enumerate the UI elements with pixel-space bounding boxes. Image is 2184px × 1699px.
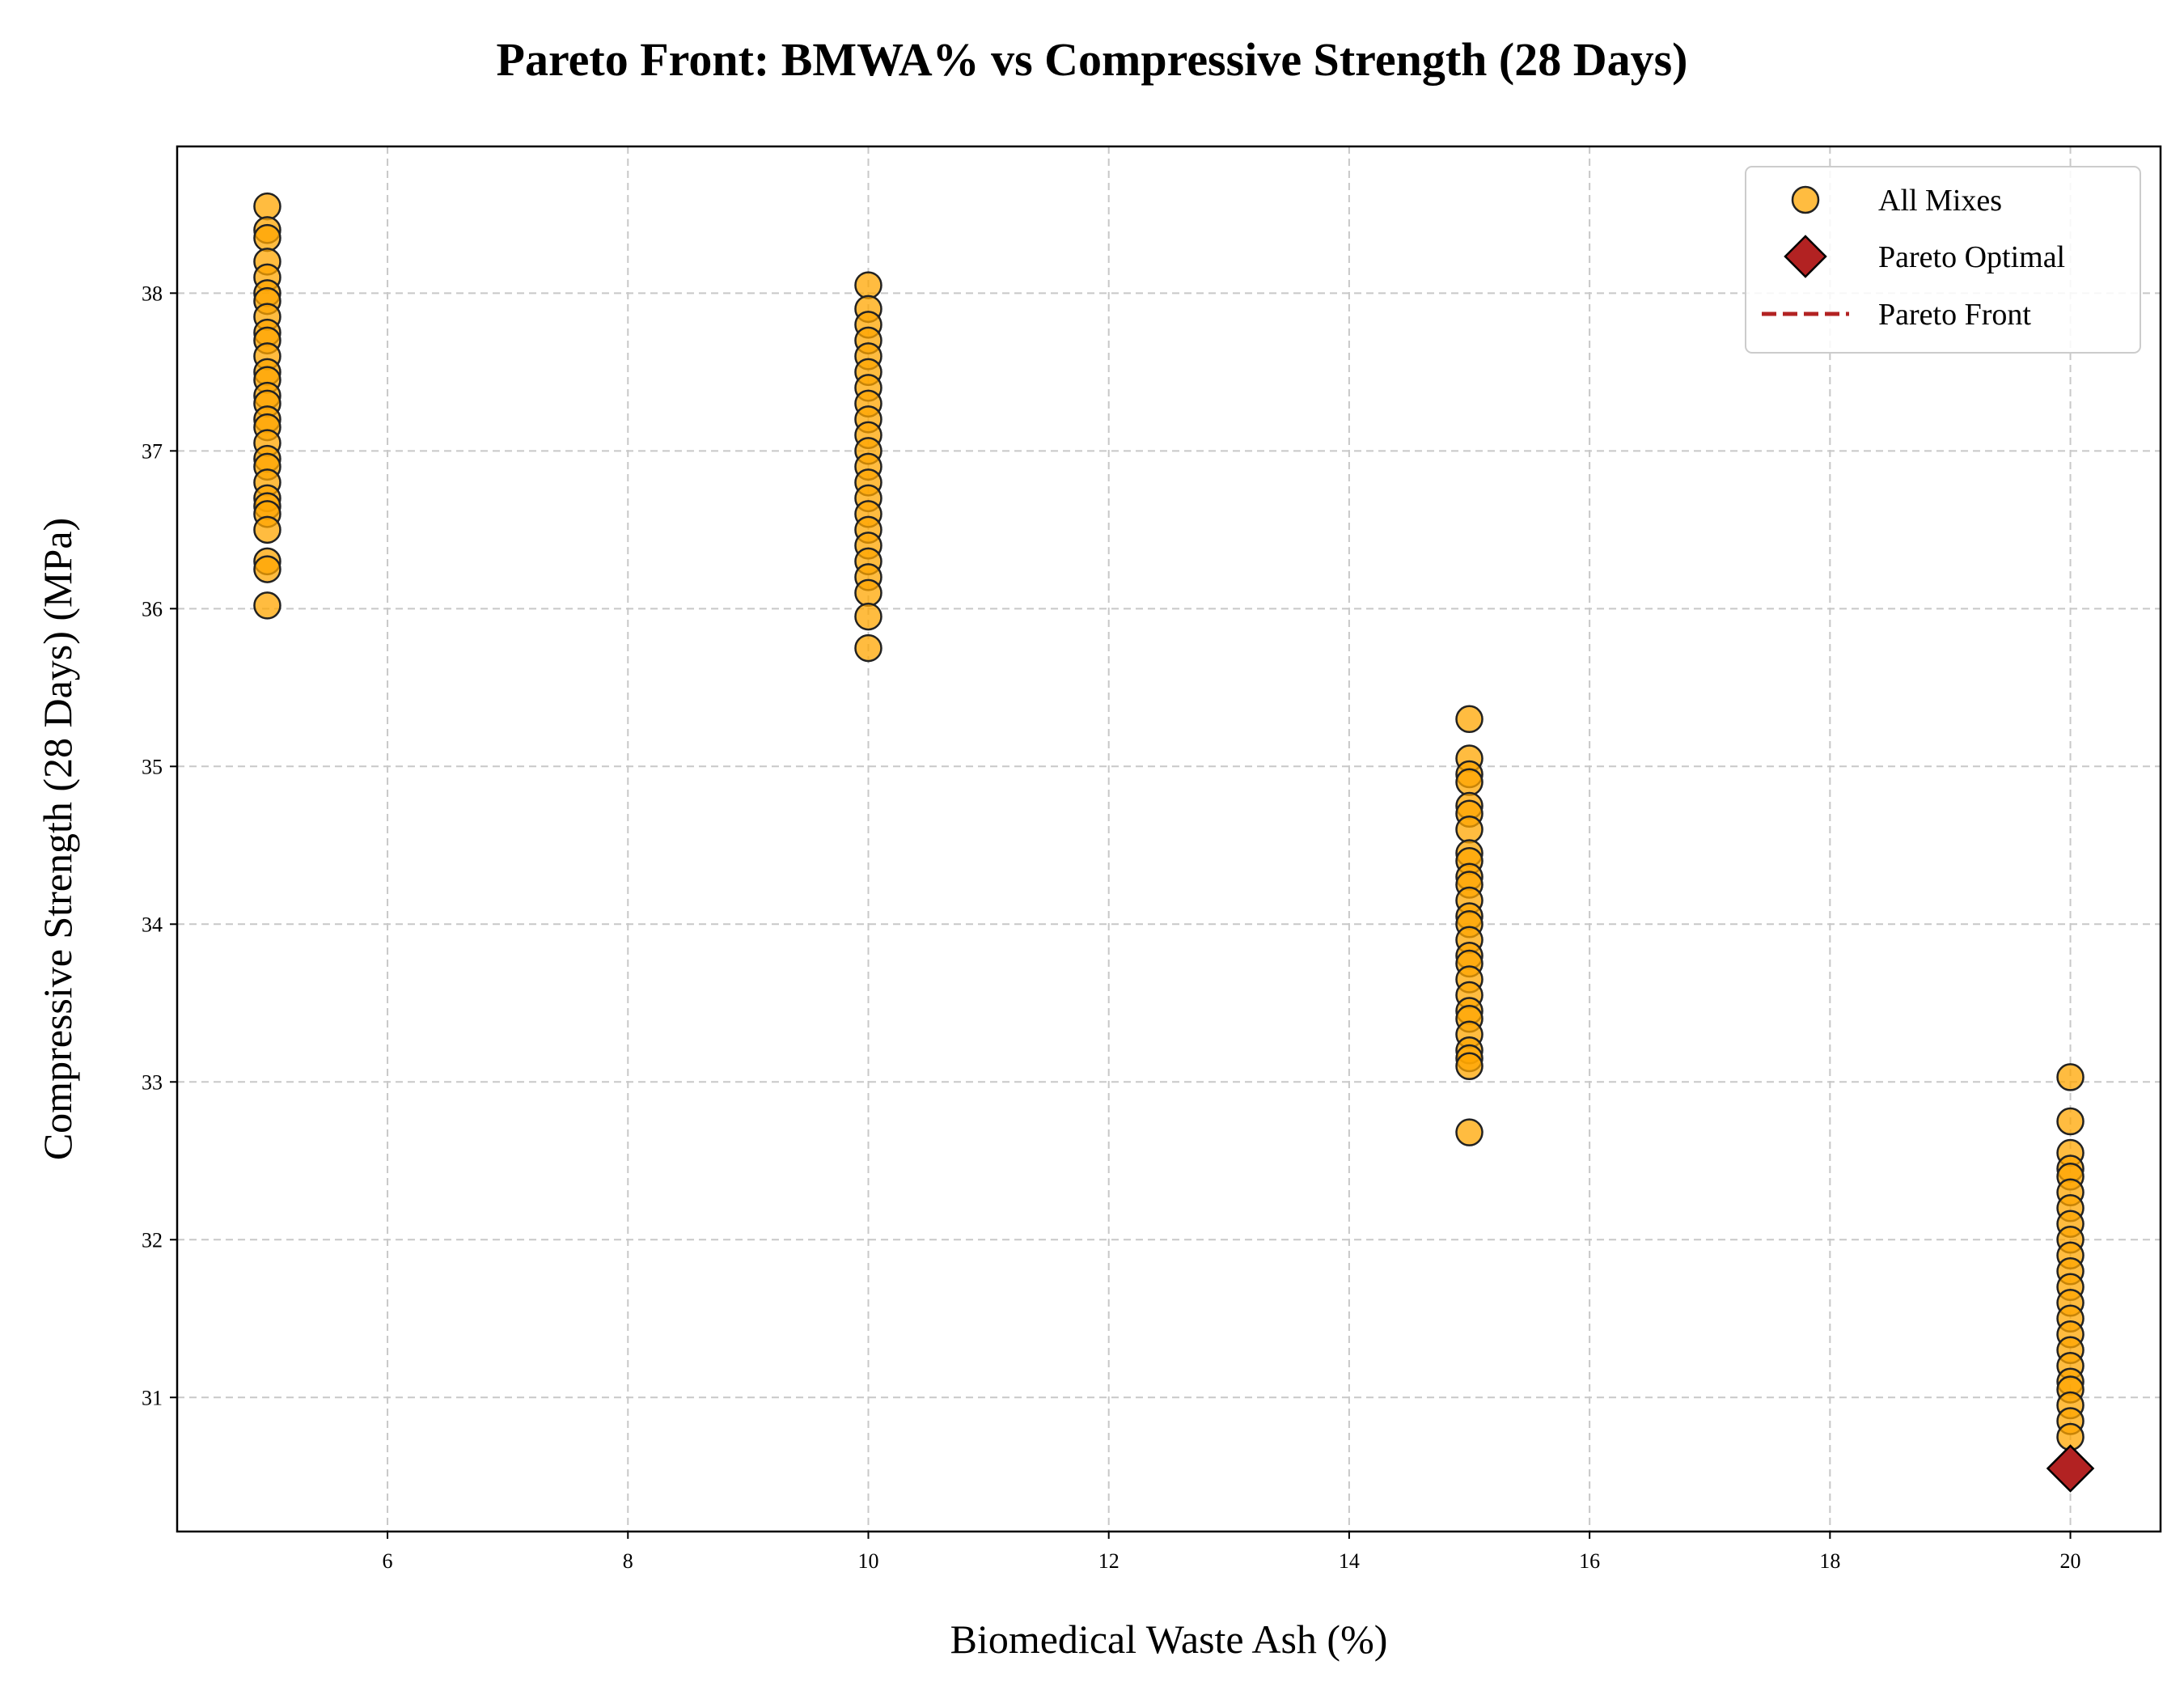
all-mixes-point (854, 633, 882, 663)
y-tick-label: 35 (142, 755, 163, 778)
legend-pareto-optimal-marker (1784, 235, 1827, 278)
y-tick-label: 31 (142, 1386, 163, 1409)
all-mixes-point (1455, 816, 1484, 844)
all-mixes-point (854, 271, 882, 299)
x-tick-label: 6 (383, 1549, 393, 1573)
x-tick-label: 8 (623, 1549, 633, 1573)
legend-box (1745, 166, 2141, 354)
all-mixes-point (253, 192, 281, 221)
all-mixes-point (1455, 1118, 1484, 1146)
x-axis-title: Biomedical Waste Ash (%) (950, 1616, 1388, 1662)
legend-all-mixes-label: All Mixes (1878, 184, 2002, 218)
legend-pareto-optimal-label: Pareto Optimal (1878, 240, 2065, 274)
data-points (253, 192, 2095, 1493)
legend-pareto-front-label: Pareto Front (1878, 298, 2031, 332)
all-mixes-point (854, 578, 882, 608)
y-tick-label: 34 (142, 913, 163, 936)
x-tick-label: 14 (1339, 1549, 1360, 1573)
legend-all-mixes-marker (1791, 185, 1820, 214)
y-tick-label: 32 (142, 1228, 163, 1252)
all-mixes-point (2056, 1063, 2085, 1091)
all-mixes-point (2056, 1107, 2085, 1136)
pareto-optimal-point (2046, 1444, 2095, 1493)
y-tick-label: 36 (142, 597, 163, 621)
x-tick-label: 12 (1098, 1549, 1120, 1573)
all-mixes-point (253, 223, 281, 252)
all-mixes-point (1455, 705, 1484, 734)
legend: All Mixes Pareto Optimal Pareto Front (1745, 166, 2141, 354)
y-tick-label: 33 (142, 1070, 163, 1094)
y-tick-label: 37 (142, 439, 163, 463)
x-tick-label: 16 (1579, 1549, 1600, 1573)
y-tick-label: 38 (142, 282, 163, 305)
all-mixes-point (253, 591, 281, 620)
all-mixes-point (253, 555, 281, 583)
x-tick-label: 20 (2060, 1549, 2081, 1573)
y-axis-title: Compressive Strength (28 Days) (MPa) (35, 518, 80, 1160)
x-tick-label: 18 (1819, 1549, 1840, 1573)
all-mixes-point (854, 602, 882, 631)
x-tick-label: 10 (857, 1549, 878, 1573)
plot-area-frame (176, 145, 2162, 1533)
all-mixes-point (1455, 768, 1484, 797)
axis-ticks: 6 8 10 12 14 16 18 20 31 32 33 34 35 36 37 38 (142, 282, 2081, 1573)
chart-title: Pareto Front: BMWA% vs Compressive Stren… (497, 33, 1688, 86)
all-mixes-point (1455, 1052, 1484, 1081)
all-mixes-point (253, 515, 281, 544)
